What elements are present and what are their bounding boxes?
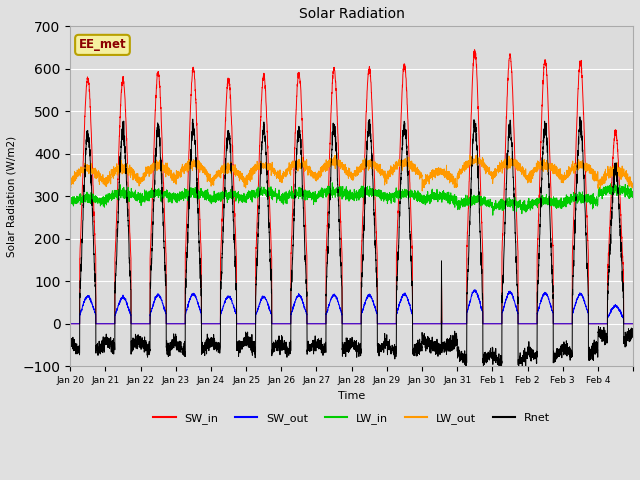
SW_in — [403, 88, 410, 94]
LW_in — [67, 198, 74, 204]
X-axis label: Time: Time — [338, 391, 365, 401]
LW_out — [372, 161, 380, 167]
Rnet — [372, 279, 380, 285]
SW_in — [471, 47, 479, 53]
Rnet — [576, 114, 584, 120]
Rnet — [496, 367, 504, 372]
LW_in — [506, 204, 514, 210]
SW_out — [372, 309, 380, 315]
Text: EE_met: EE_met — [79, 38, 126, 51]
Line: SW_in: SW_in — [70, 50, 633, 324]
LW_in — [403, 189, 411, 195]
SW_out — [403, 293, 410, 299]
LW_out — [548, 166, 556, 171]
Rnet — [403, 145, 410, 151]
Line: Rnet: Rnet — [70, 117, 633, 370]
LW_in — [489, 212, 497, 218]
SW_in — [548, 228, 556, 234]
SW_out — [534, 309, 541, 315]
LW_in — [183, 188, 191, 194]
LW_in — [629, 190, 637, 195]
SW_out — [183, 307, 191, 313]
SW_in — [629, 321, 637, 327]
Line: SW_out: SW_out — [70, 290, 633, 324]
Rnet — [629, 328, 637, 334]
LW_out — [472, 152, 480, 158]
Y-axis label: Solar Radiation (W/m2): Solar Radiation (W/m2) — [7, 136, 17, 257]
Title: Solar Radiation: Solar Radiation — [299, 7, 404, 21]
SW_out — [471, 287, 479, 293]
LW_in — [372, 192, 380, 198]
LW_out — [629, 182, 637, 188]
SW_out — [548, 308, 556, 313]
LW_out — [419, 188, 426, 194]
Rnet — [506, 117, 514, 123]
Rnet — [183, 250, 191, 255]
LW_out — [506, 160, 514, 166]
LW_out — [403, 159, 410, 165]
SW_in — [506, 53, 514, 59]
SW_in — [183, 211, 191, 217]
Line: LW_out: LW_out — [70, 155, 633, 191]
SW_out — [506, 288, 514, 294]
SW_in — [67, 321, 74, 327]
LW_out — [534, 167, 541, 172]
Legend: SW_in, SW_out, LW_in, LW_out, Rnet: SW_in, SW_out, LW_in, LW_out, Rnet — [149, 409, 554, 429]
Rnet — [534, 277, 541, 283]
LW_out — [67, 180, 74, 186]
Line: LW_in: LW_in — [70, 183, 633, 215]
SW_out — [67, 321, 74, 327]
LW_in — [548, 198, 556, 204]
SW_in — [534, 236, 541, 241]
Rnet — [548, 280, 556, 286]
LW_out — [183, 164, 191, 170]
SW_out — [629, 321, 637, 327]
SW_in — [372, 237, 380, 243]
LW_in — [534, 199, 541, 205]
Rnet — [67, 339, 74, 345]
LW_in — [328, 180, 336, 186]
